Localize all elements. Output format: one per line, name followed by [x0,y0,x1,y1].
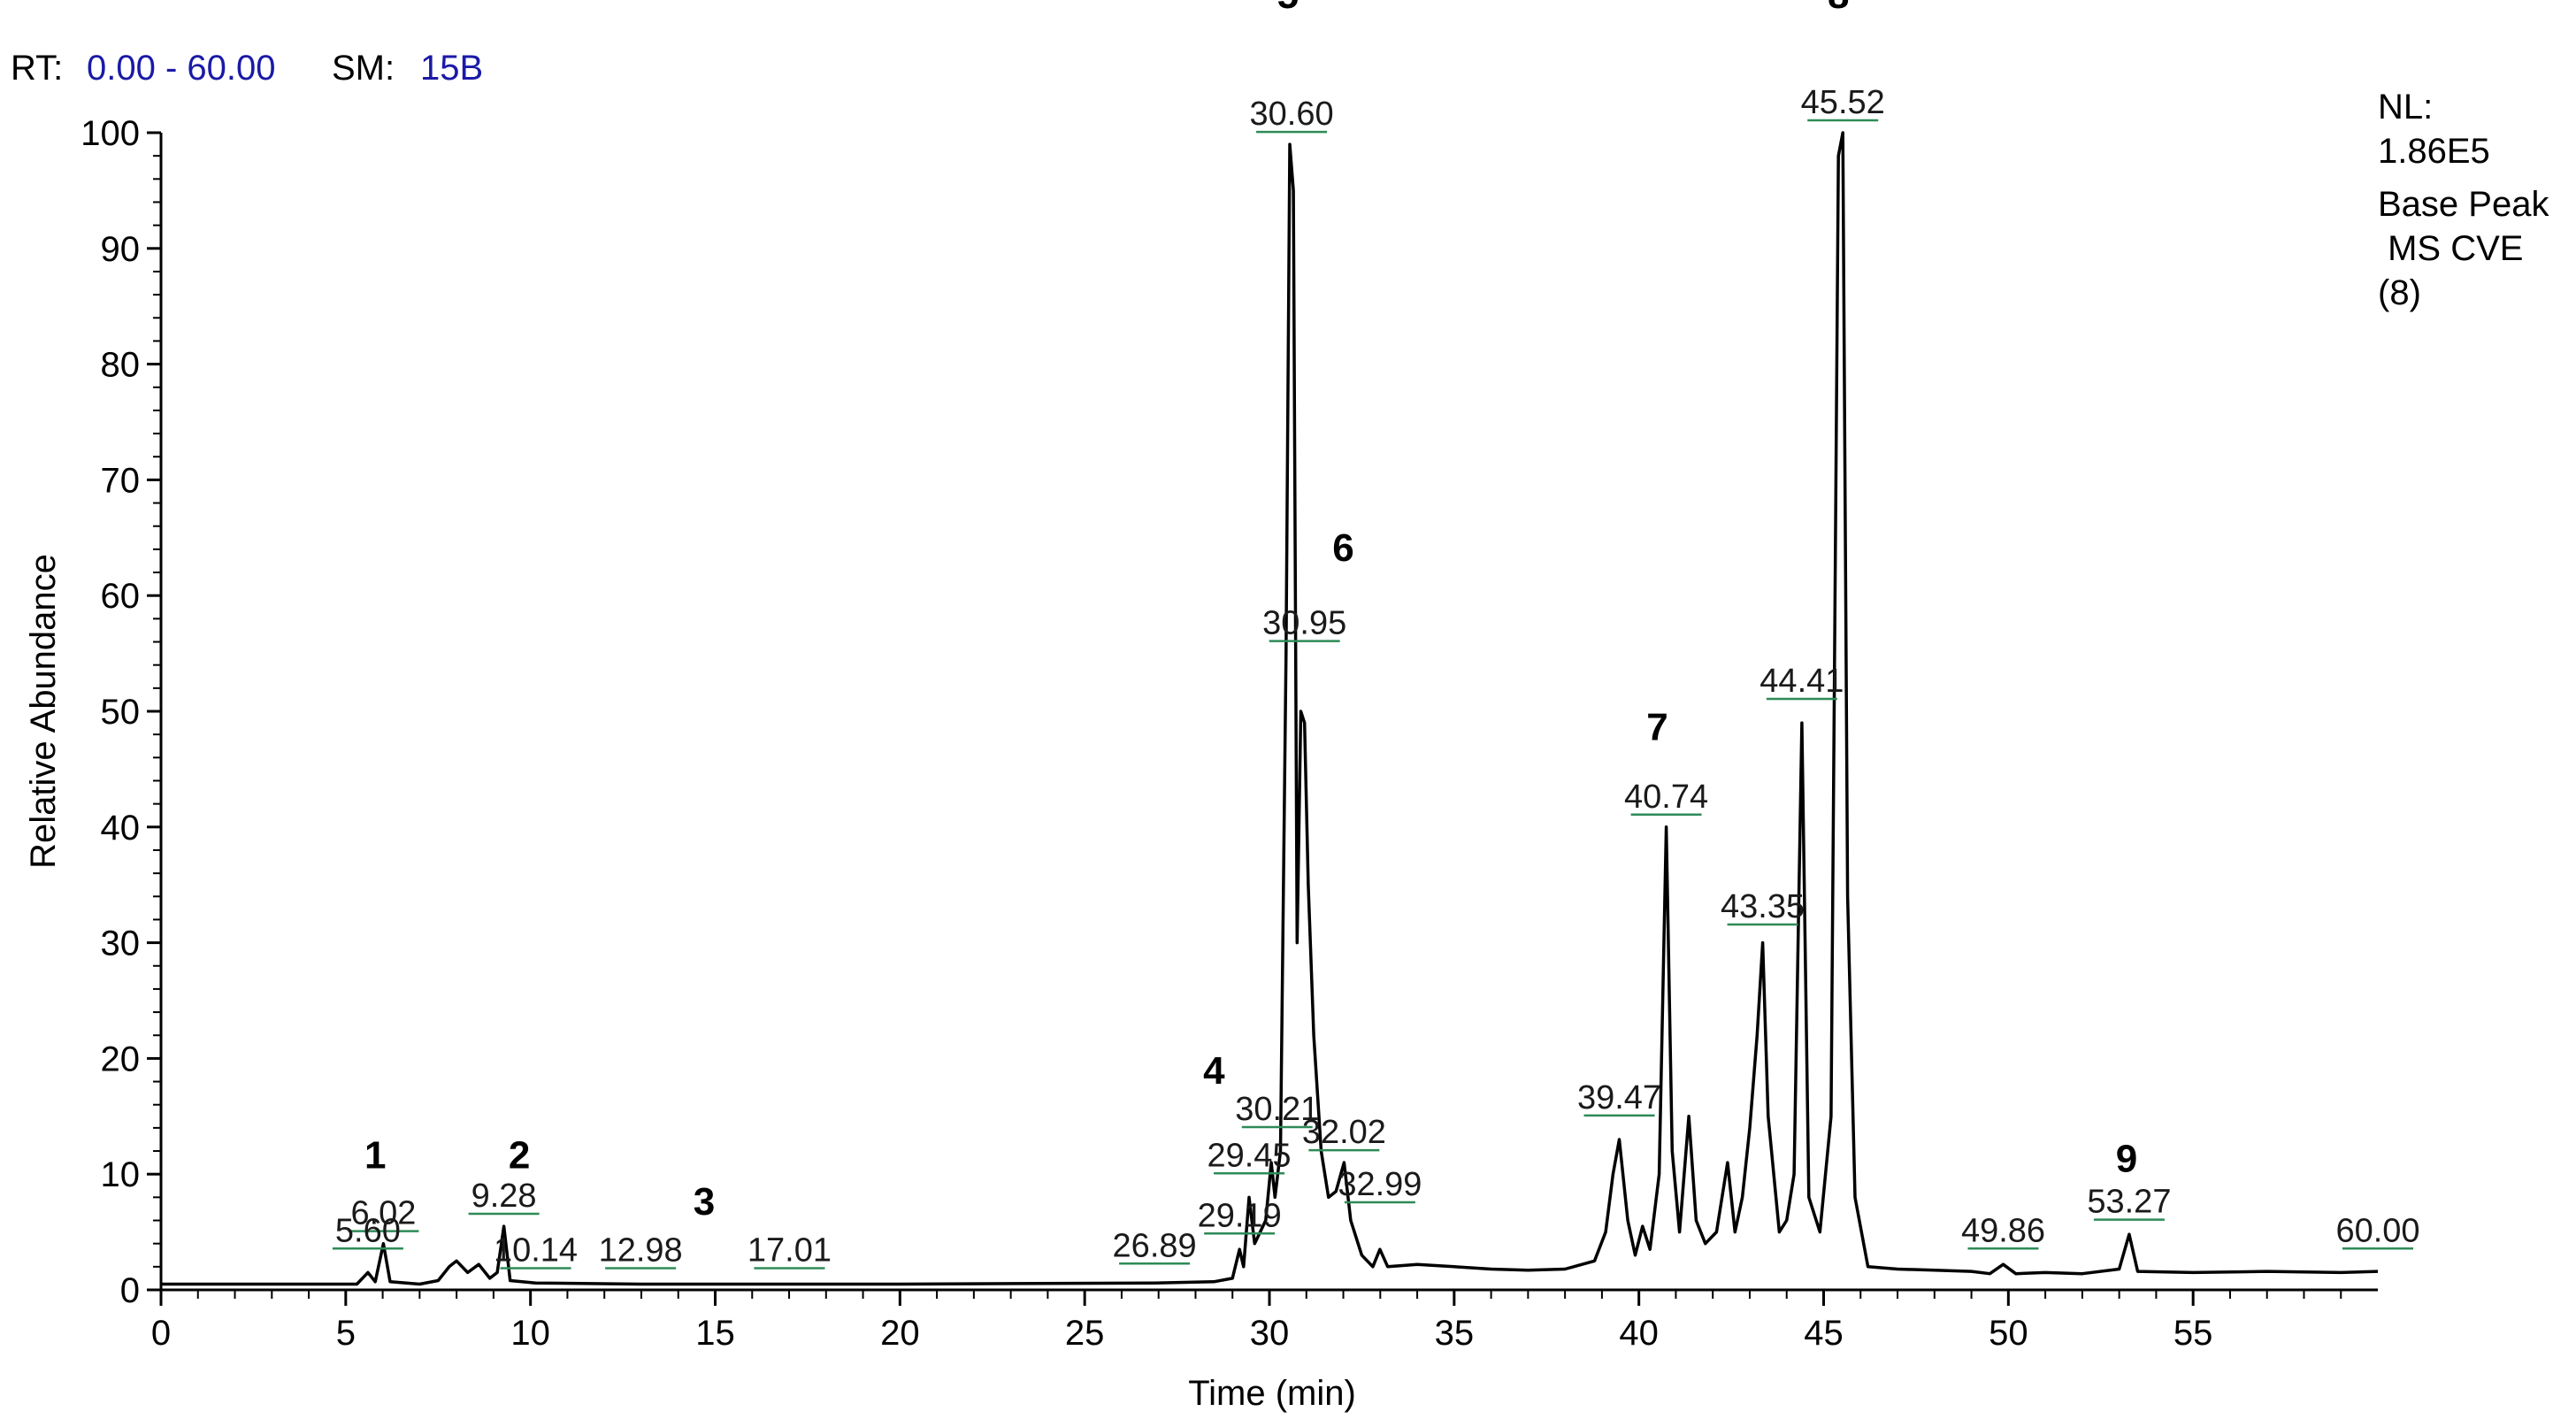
peak-rt-label: 6.02 [350,1195,416,1232]
peak-number: 4 [1203,1049,1225,1093]
peak-rt-label: 49.86 [1961,1212,2045,1249]
peak-number: 2 [509,1134,530,1178]
y-axis-ticks: 0 10 20 30 40 50 60 70 80 90 100 [80,114,161,1310]
y-tick-label: 10 [101,1155,141,1194]
peak-rt-label: 32.99 [1338,1166,1422,1203]
x-tick-label: 15 [695,1314,735,1353]
peak-numbers: 1 2 3 4 5 6 7 8 9 [364,0,2137,1224]
peak-number: 9 [2116,1138,2137,1181]
peak-rt-label: 29.19 [1198,1197,1282,1234]
x-tick-label: 20 [880,1314,920,1353]
sm-value: 15B [420,49,483,88]
y-tick-label: 60 [101,577,141,616]
ms-cve-label: MS CVE [2378,229,2523,268]
peak-rt-label: 12.98 [599,1232,683,1270]
y-tick-label: 0 [120,1271,140,1310]
peak-rt-label: 17.01 [748,1232,832,1270]
y-tick-label: 20 [101,1040,141,1078]
peak-number: 5 [1277,0,1299,17]
y-tick-label: 90 [101,230,141,269]
peak-rt-label: 5.60 [335,1212,401,1249]
peak-rt-label: 29.45 [1207,1137,1291,1174]
nl-value: 1.86E5 [2378,132,2490,171]
y-tick-label: 50 [101,693,141,732]
x-tick-label: 35 [1435,1314,1475,1353]
x-tick-label: 0 [151,1314,171,1353]
peak-number: 6 [1332,526,1353,570]
peak-rt-label: 45.52 [1801,84,1885,121]
peak-rt-label: 10.14 [494,1232,578,1270]
chromatogram-trace [161,131,2379,1286]
peak-markers [332,119,2413,1270]
peak-rt-label: 32.02 [1302,1114,1386,1151]
peak-number: 1 [364,1134,386,1178]
sm-label: SM: [332,49,395,88]
peak-rt-label: 43.35 [1721,888,1805,925]
y-tick-label: 100 [80,114,140,153]
peak-rt-label: 9.28 [472,1178,537,1215]
x-tick-label: 10 [510,1314,550,1353]
peak-rt-label: 30.60 [1250,96,1334,133]
x-tick-label: 40 [1619,1314,1659,1353]
y-axis-label: Relative Abundance [24,554,63,869]
x-tick-label: 55 [2174,1314,2213,1353]
base-peak-label: Base Peak [2378,185,2549,224]
x-tick-label: 30 [1250,1314,1290,1353]
peak-rt-label: 30.21 [1235,1091,1319,1128]
peak-number: 8 [1828,0,1849,17]
peak-rt-label: 60.00 [2335,1212,2419,1249]
y-tick-label: 80 [101,346,141,385]
peak-rt-label: 26.89 [1113,1227,1197,1264]
peak-number: 3 [694,1180,715,1224]
x-tick-label: 5 [336,1314,356,1353]
peak-rt-label: 39.47 [1577,1079,1661,1116]
x-tick-label: 45 [1804,1314,1844,1353]
scan-filter-label: (8) [2378,273,2421,312]
x-axis-ticks: 0 5 10 15 20 25 30 35 40 45 50 55 [151,1290,2342,1353]
x-axis-label: Time (min) [1188,1374,1356,1413]
rt-range: 0.00 - 60.00 [87,49,276,88]
y-tick-label: 30 [101,924,141,963]
peak-rt-label: 44.41 [1760,663,1844,700]
peak-rt-label: 40.74 [1624,779,1708,816]
y-tick-label: 70 [101,461,141,500]
x-tick-label: 25 [1065,1314,1105,1353]
rt-label: RT: [11,49,63,88]
peak-rt-label: 30.95 [1262,605,1346,642]
nl-label: NL: [2378,88,2433,127]
peak-rt-label: 53.27 [2087,1184,2171,1221]
peak-number: 7 [1646,706,1668,749]
y-tick-label: 40 [101,809,141,848]
x-tick-label: 50 [1989,1314,2028,1353]
